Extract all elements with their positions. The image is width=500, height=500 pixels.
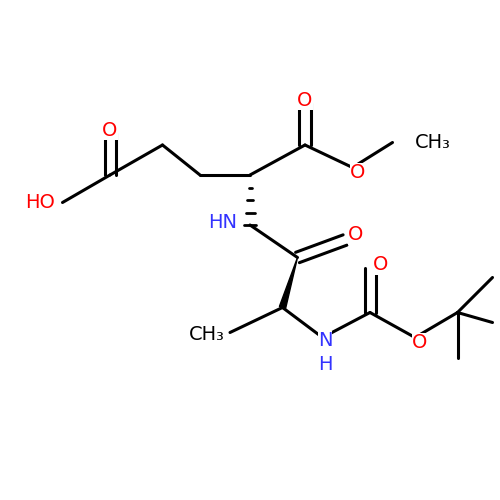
Text: O: O: [348, 226, 363, 244]
Text: HN: HN: [208, 213, 238, 232]
Text: O: O: [298, 90, 312, 110]
Text: N: N: [318, 330, 332, 349]
Polygon shape: [280, 258, 297, 308]
Text: O: O: [372, 256, 388, 274]
Text: HO: HO: [25, 193, 55, 212]
Text: CH₃: CH₃: [415, 133, 451, 152]
Text: CH₃: CH₃: [189, 326, 225, 344]
Text: O: O: [412, 333, 428, 352]
Text: O: O: [102, 120, 118, 140]
Text: H: H: [318, 356, 332, 374]
Text: O: O: [350, 163, 365, 182]
